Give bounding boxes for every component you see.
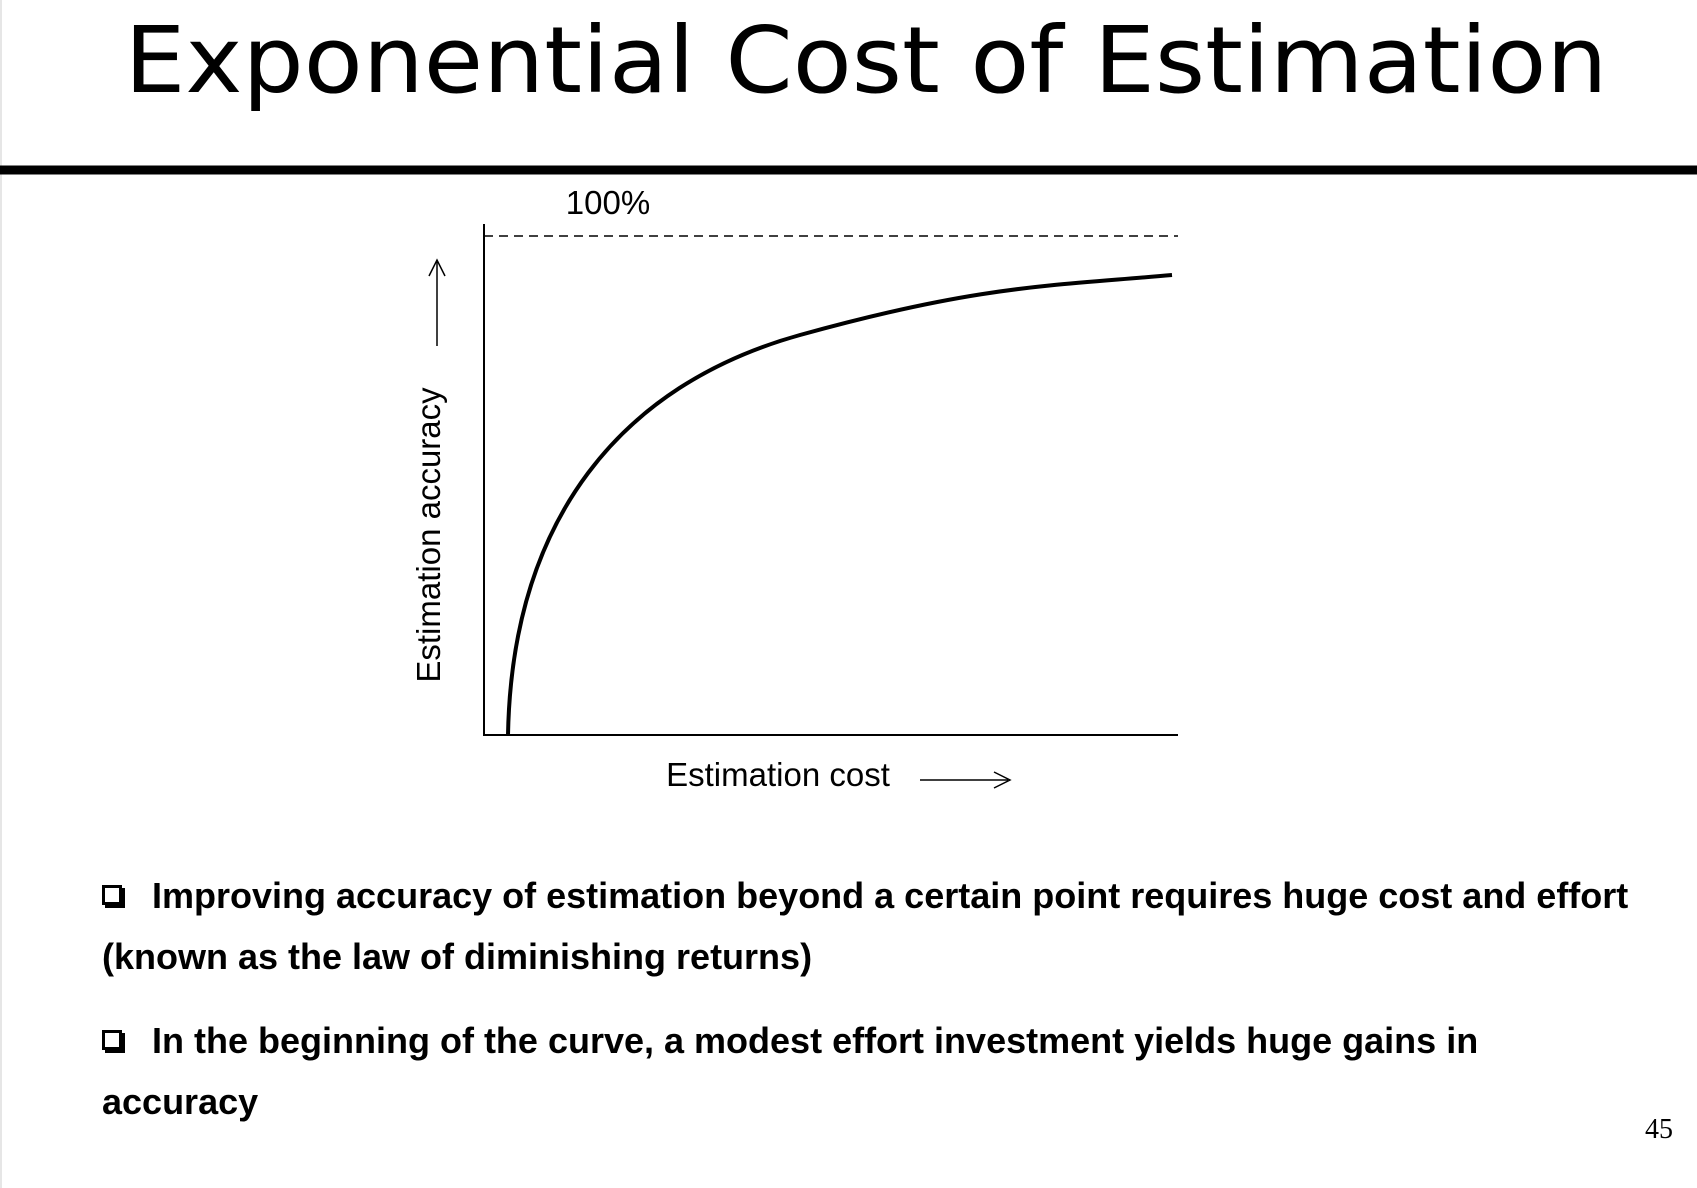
bullet-item: Improving accuracy of estimation beyond … bbox=[102, 865, 1642, 987]
bullet-box bbox=[102, 885, 122, 905]
x-arrow-head bbox=[993, 771, 1012, 789]
y-arrow-head bbox=[428, 258, 446, 277]
page-number: 45 bbox=[1645, 1114, 1673, 1145]
accuracy-curve bbox=[506, 273, 1173, 736]
limit-label: 100% bbox=[566, 184, 650, 221]
y-axis-label: Estimation accuracy bbox=[410, 387, 447, 683]
bullet-box bbox=[102, 1030, 122, 1050]
bullet-text: In the beginning of the curve, a modest … bbox=[102, 1020, 1479, 1122]
bullet-item: In the beginning of the curve, a modest … bbox=[102, 1010, 1642, 1132]
bullet-text: Improving accuracy of estimation beyond … bbox=[102, 875, 1629, 977]
x-axis-label: Estimation cost bbox=[666, 756, 890, 793]
slide-title: Exponential Cost of Estimation bbox=[125, 7, 1608, 114]
